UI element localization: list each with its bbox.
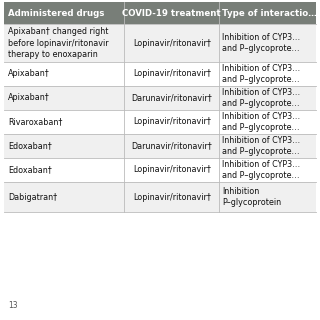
Text: Inhibition of CYP3…
and P–glycoprote…: Inhibition of CYP3… and P–glycoprote… [222,88,300,108]
Bar [4,182,316,212]
Bar [4,24,316,62]
Bar [4,110,316,134]
Bar [4,134,316,158]
Text: Lopinavir/ritonavir†: Lopinavir/ritonavir† [133,193,211,202]
Text: Apixaban†: Apixaban† [8,69,50,78]
Text: Darunavir/ritonavir†: Darunavir/ritonavir† [131,141,212,150]
Text: Lopinavir/ritonavir†: Lopinavir/ritonavir† [133,117,211,126]
Text: Apixaban†: Apixaban† [8,93,50,102]
Bar [4,62,316,86]
Text: Inhibition of CYP3…
and P–glycoprote…: Inhibition of CYP3… and P–glycoprote… [222,33,300,53]
Text: Inhibition of CYP3…
and P–glycoprote…: Inhibition of CYP3… and P–glycoprote… [222,64,300,84]
Text: Apixaban† changed right
before lopinavir/ritonavir
therapy to enoxaparin: Apixaban† changed right before lopinavir… [8,27,108,59]
Text: Darunavir/ritonavir†: Darunavir/ritonavir† [131,93,212,102]
Text: Inhibition of CYP3…
and P–glycoprote…: Inhibition of CYP3… and P–glycoprote… [222,160,300,180]
Text: Dabigatran†: Dabigatran† [8,193,57,202]
Bar [4,86,316,110]
Text: Inhibition of CYP3…
and P–glycoprote…: Inhibition of CYP3… and P–glycoprote… [222,136,300,156]
Text: Inhibition
P–glycoprotein: Inhibition P–glycoprotein [222,187,281,207]
Text: Administered drugs: Administered drugs [8,9,104,18]
Text: Inhibition of CYP3…
and P–glycoprote…: Inhibition of CYP3… and P–glycoprote… [222,112,300,132]
Text: Lopinavir/ritonavir†: Lopinavir/ritonavir† [133,38,211,47]
Bar [4,158,316,182]
Text: 13: 13 [8,301,18,310]
Bar [4,2,316,24]
Text: Type of interactio…: Type of interactio… [222,9,317,18]
Text: Edoxaban†: Edoxaban† [8,141,52,150]
Text: Rivaroxaban†: Rivaroxaban† [8,117,62,126]
Text: COVID-19 treatment: COVID-19 treatment [122,9,221,18]
Text: Lopinavir/ritonavir†: Lopinavir/ritonavir† [133,165,211,174]
Text: Edoxaban†: Edoxaban† [8,165,52,174]
Text: Lopinavir/ritonavir†: Lopinavir/ritonavir† [133,69,211,78]
